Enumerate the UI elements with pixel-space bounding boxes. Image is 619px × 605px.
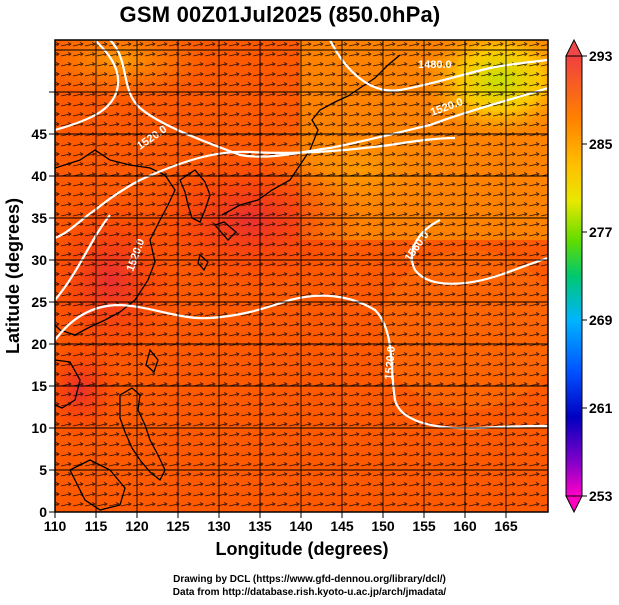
colorbar-tick-269: 269 <box>589 312 613 328</box>
colorbar-tick-293: 293 <box>589 48 613 64</box>
credit-line-data: Data from http://database.rish.kyoto-u.a… <box>172 587 447 598</box>
x-tick-150: 150 <box>371 518 395 534</box>
x-tick-marks <box>54 512 507 518</box>
colorbar-top-arrow <box>565 38 583 57</box>
y-tick-20: 20 <box>31 336 47 352</box>
contour-label-1520-d: 1520.0 <box>383 346 398 381</box>
colorbar-tick-285: 285 <box>589 136 613 152</box>
x-tick-145: 145 <box>330 518 354 534</box>
x-tick-130: 130 <box>207 518 231 534</box>
x-tick-110: 110 <box>44 518 67 534</box>
colorbar-tick-277: 277 <box>589 224 613 240</box>
y-tick-15: 15 <box>31 378 47 394</box>
credit-line-drawing: Drawing by DCL (https://www.gfd-dennou.o… <box>173 574 446 585</box>
colorbar-tick-261: 261 <box>589 400 613 416</box>
y-axis-label: Latitude (degrees) <box>3 198 23 354</box>
temperature-field <box>55 40 548 512</box>
y-tick-35: 35 <box>31 210 47 226</box>
x-tick-155: 155 <box>412 518 436 534</box>
y-tick-45: 45 <box>31 126 47 142</box>
y-tick-40: 40 <box>31 168 47 184</box>
colorbar-bottom-arrow <box>565 495 583 514</box>
colorbar: 293 285 277 269 261 253 <box>565 38 613 514</box>
colorbar-tick-253: 253 <box>589 488 613 504</box>
x-tick-140: 140 <box>289 518 313 534</box>
map-title: GSM 00Z01Jul2025 (850.0hPa) <box>119 2 441 27</box>
x-tick-125: 125 <box>166 518 190 534</box>
contour-label-1480: 1480.0 <box>418 59 452 71</box>
x-tick-120: 120 <box>125 518 149 534</box>
y-tick-30: 30 <box>31 252 47 268</box>
x-axis-label: Longitude (degrees) <box>215 539 388 559</box>
x-tick-115: 115 <box>85 518 108 534</box>
x-tick-labels: 110 115 120 125 130 135 140 145 150 155 … <box>44 518 518 534</box>
y-tick-10: 10 <box>31 420 47 436</box>
grid <box>55 40 548 512</box>
y-tick-5: 5 <box>39 462 47 478</box>
x-tick-165: 165 <box>494 518 518 534</box>
x-tick-160: 160 <box>453 518 477 534</box>
y-tick-25: 25 <box>31 294 47 310</box>
y-tick-labels: 0 5 10 15 20 25 30 35 40 45 <box>31 126 47 520</box>
y-tick-0: 0 <box>39 504 47 520</box>
x-tick-135: 135 <box>248 518 272 534</box>
credit-text: Drawing by DCL (https://www.gfd-dennou.o… <box>0 573 619 599</box>
y-tick-marks <box>49 91 55 513</box>
